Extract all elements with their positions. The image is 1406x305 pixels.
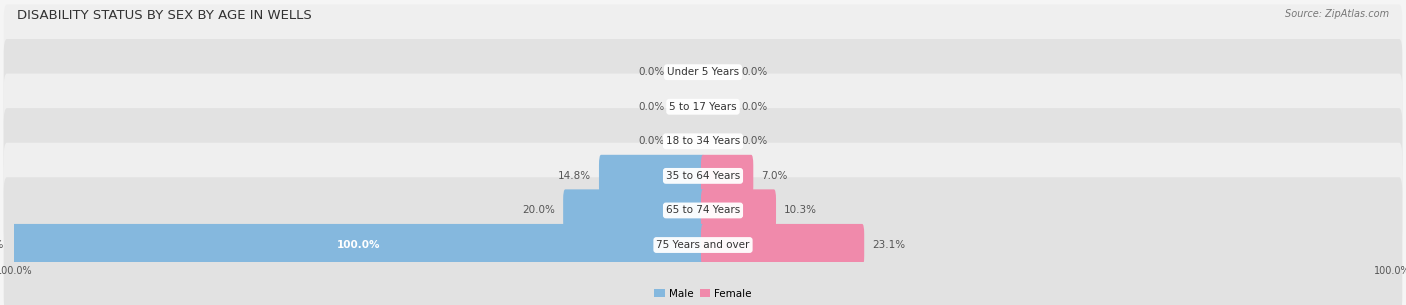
Text: 100.0%: 100.0% [337, 240, 380, 250]
Text: 18 to 34 Years: 18 to 34 Years [666, 136, 740, 146]
FancyBboxPatch shape [702, 155, 754, 197]
Text: 5 to 17 Years: 5 to 17 Years [669, 102, 737, 112]
Text: Under 5 Years: Under 5 Years [666, 67, 740, 77]
Text: 65 to 74 Years: 65 to 74 Years [666, 206, 740, 215]
Legend: Male, Female: Male, Female [650, 284, 756, 303]
Text: 23.1%: 23.1% [873, 240, 905, 250]
Text: 0.0%: 0.0% [638, 102, 665, 112]
Text: 75 Years and over: 75 Years and over [657, 240, 749, 250]
Text: 0.0%: 0.0% [638, 136, 665, 146]
FancyBboxPatch shape [599, 155, 704, 197]
Text: Source: ZipAtlas.com: Source: ZipAtlas.com [1285, 9, 1389, 19]
FancyBboxPatch shape [4, 39, 1402, 174]
FancyBboxPatch shape [702, 189, 776, 231]
FancyBboxPatch shape [4, 74, 1402, 209]
FancyBboxPatch shape [564, 189, 704, 231]
FancyBboxPatch shape [13, 224, 704, 266]
FancyBboxPatch shape [4, 108, 1402, 244]
Text: 10.3%: 10.3% [785, 206, 817, 215]
FancyBboxPatch shape [4, 143, 1402, 278]
Text: 7.0%: 7.0% [762, 171, 787, 181]
Text: DISABILITY STATUS BY SEX BY AGE IN WELLS: DISABILITY STATUS BY SEX BY AGE IN WELLS [17, 9, 312, 22]
FancyBboxPatch shape [4, 177, 1402, 305]
Text: 0.0%: 0.0% [741, 67, 768, 77]
FancyBboxPatch shape [702, 224, 865, 266]
Text: 14.8%: 14.8% [558, 171, 591, 181]
Text: 100.0%: 100.0% [0, 240, 4, 250]
Text: 0.0%: 0.0% [741, 136, 768, 146]
Text: 0.0%: 0.0% [638, 67, 665, 77]
Text: 0.0%: 0.0% [741, 102, 768, 112]
FancyBboxPatch shape [4, 5, 1402, 140]
Text: 35 to 64 Years: 35 to 64 Years [666, 171, 740, 181]
Text: 20.0%: 20.0% [522, 206, 555, 215]
